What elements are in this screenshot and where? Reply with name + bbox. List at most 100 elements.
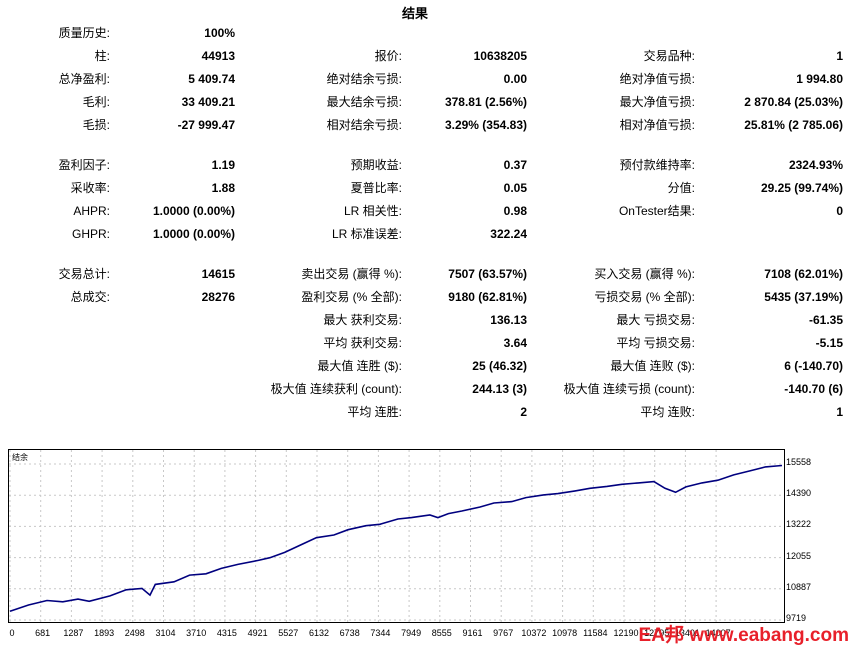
stat-value: 0.98 xyxy=(503,204,527,218)
x-tick-label: 7949 xyxy=(401,628,422,638)
stat-label: 夏普比率: xyxy=(350,181,402,195)
x-tick-label: 10372 xyxy=(521,628,547,638)
x-tick-label: 11584 xyxy=(583,628,608,638)
stat-label: 柱: xyxy=(94,49,110,63)
stat-value: 6 (-140.70) xyxy=(784,359,843,373)
stat-label: 毛利: xyxy=(82,95,110,109)
stats-row: 毛利: 33 409.21 最大结余亏损: 378.81 (2.56%) 最大净值亏损:… xyxy=(0,93,857,111)
stat-label: LR 标准误差: xyxy=(331,227,402,241)
x-tick-label: 2498 xyxy=(124,628,145,638)
stat-label: AHPR: xyxy=(73,204,110,218)
stat-value: 378.81 (2.56%) xyxy=(444,95,527,109)
y-tick-label: 15558 xyxy=(786,457,812,467)
stat-value: 1.0000 (0.00%) xyxy=(152,227,235,241)
stat-label: 买入交易 (赢得 %): xyxy=(594,267,695,281)
x-tick-label: 9161 xyxy=(462,628,483,638)
stat-label: 极大值 连续亏损 (count): xyxy=(563,382,695,396)
stat-value: -27 999.47 xyxy=(177,118,235,132)
stat-value: 136.13 xyxy=(490,313,527,327)
stat-label: 相对结余亏损: xyxy=(326,118,402,132)
stat-label: 最大 获利交易: xyxy=(323,313,402,327)
stat-label: GHPR: xyxy=(71,227,110,241)
stat-value: -140.70 (6) xyxy=(784,382,843,396)
stat-label: 平均 连胜: xyxy=(347,405,402,419)
stat-value: 0 xyxy=(836,204,843,218)
stats-row: 最大 获利交易: 136.13 最大 亏损交易: -61.35 xyxy=(0,311,857,329)
stat-label: 采收率: xyxy=(70,181,110,195)
stat-value: 3.29% (354.83) xyxy=(444,118,527,132)
x-tick-label: 6132 xyxy=(308,628,330,638)
stat-label: OnTester结果: xyxy=(618,204,695,218)
x-tick-label: 3710 xyxy=(186,628,207,638)
y-tick-label: 14390 xyxy=(786,488,812,499)
stat-value: 244.13 (3) xyxy=(472,382,527,396)
stat-label: 报价: xyxy=(374,49,402,63)
stat-label: 最大值 连败 ($): xyxy=(610,359,695,373)
x-tick-label: 12795 xyxy=(644,628,670,638)
stat-label: 最大净值亏损: xyxy=(619,95,695,109)
stat-value: 1 994.80 xyxy=(796,72,843,86)
y-tick-label: 12055 xyxy=(786,550,812,561)
stat-label: 平均 获利交易: xyxy=(323,336,402,350)
watermark: EA邦 www.eabang.com xyxy=(638,625,849,646)
stats-row: 毛损: -27 999.47 相对结余亏损: 3.29% (354.83) 相对净值亏损… xyxy=(0,116,857,134)
stat-value: 5435 (37.19%) xyxy=(764,290,843,304)
stats-row: 极大值 连续获利 (count): 244.13 (3) 极大值 连续亏损 (cou… xyxy=(0,380,857,398)
stat-value: 0.05 xyxy=(503,181,527,195)
stat-value: 100% xyxy=(204,26,235,40)
stat-value: 25 (46.32) xyxy=(472,359,527,373)
stat-value: 2 xyxy=(520,405,527,419)
stat-value: 1 xyxy=(836,49,843,63)
x-tick-label: 1893 xyxy=(94,628,115,638)
stat-label: 毛损: xyxy=(82,118,110,132)
stats-row: 柱: 44913 报价: 10638205 交易品种: 1 xyxy=(0,47,857,65)
x-tick-label: 1287 xyxy=(63,628,84,638)
stat-value: -5.15 xyxy=(815,336,843,350)
stat-label: 盈利交易 (% 全部): xyxy=(301,290,402,304)
stat-label: 极大值 连续获利 (count): xyxy=(270,382,402,396)
stat-value: 10638205 xyxy=(473,49,527,63)
stat-value: 7507 (63.57%) xyxy=(448,267,527,281)
stat-label: 最大结余亏损: xyxy=(326,95,402,109)
chart-legend: 结余 xyxy=(12,453,28,462)
stats-row: 最大值 连胜 ($): 25 (46.32) 最大值 连败 ($): 6 (-140.… xyxy=(0,357,857,375)
stat-label: 绝对结余亏损: xyxy=(326,72,402,86)
stat-label: 交易品种: xyxy=(643,49,695,63)
stat-value: 2 870.84 (25.03%) xyxy=(744,95,843,109)
x-tick-label: 13401 xyxy=(674,628,700,638)
y-tick-label: 10887 xyxy=(786,581,812,592)
stat-value: 322.24 xyxy=(490,227,527,241)
stats-row: 平均 获利交易: 3.64 平均 亏损交易: -5.15 xyxy=(0,334,857,352)
x-tick-label: 6738 xyxy=(339,628,360,638)
stat-value: 3.64 xyxy=(503,336,527,350)
stat-value: 0.00 xyxy=(503,72,527,86)
stat-label: 最大 亏损交易: xyxy=(616,313,695,327)
stat-label: LR 相关性: xyxy=(343,204,402,218)
stat-label: 分值: xyxy=(667,181,695,195)
report-title: 结果 xyxy=(401,6,428,21)
stat-value: 2324.93% xyxy=(788,158,843,172)
x-tick-label: 5527 xyxy=(278,628,299,638)
stat-label: 最大值 连胜 ($): xyxy=(317,359,402,373)
stats-row: 总成交: 28276 盈利交易 (% 全部): 9180 (62.81%) 亏损交易 (… xyxy=(0,288,857,306)
stat-value: 44913 xyxy=(201,49,235,63)
stat-label: 平均 亏损交易: xyxy=(616,336,695,350)
stats-row: 质量历史: 100% xyxy=(0,24,857,42)
stat-value: 1.19 xyxy=(211,158,235,172)
stat-value: 7108 (62.01%) xyxy=(764,267,843,281)
stat-value: 1 xyxy=(836,405,843,419)
x-tick-label: 4921 xyxy=(247,628,268,638)
stats-row: 总净盈利: 5 409.74 绝对结余亏损: 0.00 绝对净值亏损: 1 994.80 xyxy=(0,70,857,88)
stat-label: 总成交: xyxy=(70,290,110,304)
stat-value: 1.0000 (0.00%) xyxy=(152,204,235,218)
stat-value: 1.88 xyxy=(211,181,235,195)
balance-series-line xyxy=(9,464,783,612)
stat-value: 25.81% (2 785.06) xyxy=(744,118,843,132)
x-tick-label: 8555 xyxy=(431,628,452,638)
balance-chart xyxy=(8,449,785,623)
stat-value: 9180 (62.81%) xyxy=(448,290,527,304)
stat-label: 绝对净值亏损: xyxy=(619,72,695,86)
stats-row: 采收率: 1.88 夏普比率: 0.05 分值: 29.25 (99.74%) xyxy=(0,179,857,197)
x-tick-label: 14007 xyxy=(705,628,731,638)
stat-label: 交易总计: xyxy=(58,267,110,281)
